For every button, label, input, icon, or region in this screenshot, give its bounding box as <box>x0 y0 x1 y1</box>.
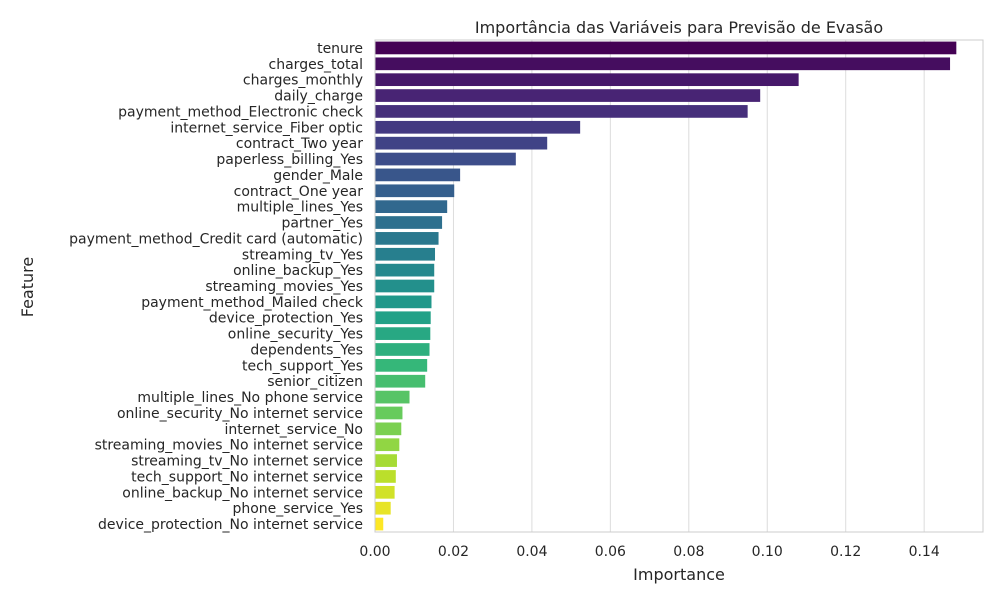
y-tick-labels: tenurecharges_totalcharges_monthlydaily_… <box>69 41 364 533</box>
bar <box>375 200 448 213</box>
y-tick-label: payment_method_Electronic check <box>118 104 364 120</box>
bar <box>375 374 426 388</box>
y-tick-label: partner_Yes <box>281 216 363 232</box>
x-tick-label: 0.02 <box>438 544 469 560</box>
bar <box>375 470 396 483</box>
bar <box>375 168 461 182</box>
y-tick-label: dependents_Yes <box>250 342 363 358</box>
bar <box>375 120 581 134</box>
y-tick-label: contract_Two year <box>236 136 363 152</box>
x-axis-title: Importance <box>633 565 725 584</box>
y-tick-label: device_protection_Yes <box>209 311 363 327</box>
bars <box>375 41 957 531</box>
bar <box>375 454 397 467</box>
y-tick-label: daily_charge <box>274 89 363 105</box>
y-tick-label: payment_method_Credit card (automatic) <box>69 231 363 247</box>
bar <box>375 263 435 277</box>
bar <box>375 184 455 198</box>
y-tick-label: gender_Male <box>273 168 363 184</box>
y-tick-label: tenure <box>317 41 363 57</box>
bar <box>375 216 443 229</box>
bar <box>375 152 516 166</box>
y-tick-label: tech_support_No internet service <box>131 469 363 485</box>
x-tick-label: 0.06 <box>595 544 626 560</box>
y-tick-label: streaming_tv_No internet service <box>131 454 363 470</box>
bar <box>375 247 436 261</box>
bar <box>375 485 395 499</box>
bar <box>375 517 384 531</box>
y-tick-label: internet_service_Fiber optic <box>170 120 363 136</box>
y-tick-label: charges_total <box>269 57 363 73</box>
x-tick-label: 0.12 <box>830 544 861 560</box>
y-tick-label: streaming_movies_No internet service <box>95 438 363 454</box>
bar <box>375 232 439 245</box>
y-axis-title: Feature <box>18 257 37 317</box>
x-tick-label: 0.00 <box>359 544 390 560</box>
x-tick-label: 0.04 <box>516 544 547 560</box>
y-tick-label: tech_support_Yes <box>242 358 363 374</box>
y-tick-label: device_protection_No internet service <box>98 517 363 533</box>
y-tick-label: streaming_tv_Yes <box>242 247 363 263</box>
x-tick-labels: 0.00 0.02 0.04 0.06 0.08 0.10 0.12 0.14 <box>359 544 939 560</box>
bar <box>375 422 402 436</box>
chart-title: Importância das Variáveis para Previsão … <box>475 18 883 37</box>
bar <box>375 359 428 372</box>
x-tick-label: 0.14 <box>909 544 940 560</box>
plot-frame <box>374 39 984 533</box>
x-tick-label: 0.10 <box>752 544 783 560</box>
y-tick-label: streaming_movies_Yes <box>205 279 363 295</box>
bar <box>375 105 748 118</box>
bar <box>375 343 430 356</box>
bar <box>375 136 548 150</box>
bar <box>375 41 957 55</box>
bar <box>375 57 951 71</box>
y-tick-label: paperless_billing_Yes <box>216 152 363 168</box>
bar <box>375 279 435 293</box>
y-tick-label: internet_service_No <box>224 422 363 438</box>
bar <box>375 390 410 404</box>
bar <box>375 89 761 102</box>
y-tick-label: phone_service_Yes <box>232 501 363 517</box>
y-tick-label: payment_method_Mailed check <box>141 295 364 311</box>
y-tick-label: online_backup_No internet service <box>122 485 363 501</box>
y-tick-label: contract_One year <box>234 184 364 200</box>
bar <box>375 327 431 340</box>
y-tick-label: online_backup_Yes <box>233 263 363 279</box>
bar <box>375 406 403 420</box>
y-tick-label: charges_monthly <box>243 73 363 89</box>
bar <box>375 438 400 452</box>
bar <box>375 295 432 309</box>
bar <box>375 501 391 515</box>
y-tick-label: senior_citizen <box>267 374 363 390</box>
y-tick-label: multiple_lines_Yes <box>237 200 363 216</box>
y-tick-label: online_security_Yes <box>228 327 363 343</box>
bar <box>375 311 431 325</box>
y-tick-label: online_security_No internet service <box>117 406 363 422</box>
y-tick-label: multiple_lines_No phone service <box>137 390 363 406</box>
bar <box>375 73 799 87</box>
x-tick-label: 0.08 <box>673 544 704 560</box>
